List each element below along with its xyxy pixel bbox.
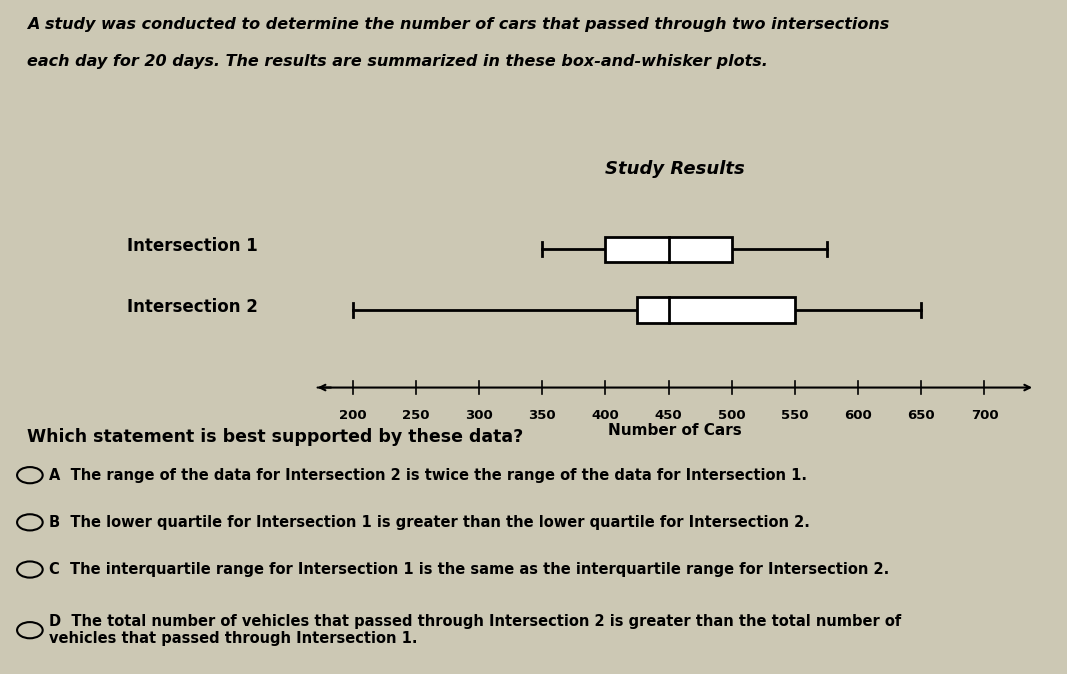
Text: C  The interquartile range for Intersection 1 is the same as the interquartile r: C The interquartile range for Intersecti… bbox=[49, 562, 889, 577]
Text: D  The total number of vehicles that passed through Intersection 2 is greater th: D The total number of vehicles that pass… bbox=[49, 614, 902, 646]
Text: A  The range of the data for Intersection 2 is twice the range of the data for I: A The range of the data for Intersection… bbox=[49, 468, 807, 483]
Text: B  The lower quartile for Intersection 1 is greater than the lower quartile for : B The lower quartile for Intersection 1 … bbox=[49, 515, 810, 530]
X-axis label: Number of Cars: Number of Cars bbox=[608, 423, 742, 438]
Bar bbox=[637, 297, 795, 323]
Text: Intersection 2: Intersection 2 bbox=[127, 298, 257, 315]
Bar bbox=[605, 237, 732, 262]
Text: Study Results: Study Results bbox=[605, 160, 745, 178]
Text: each day for 20 days. The results are summarized in these box-and-whisker plots.: each day for 20 days. The results are su… bbox=[27, 54, 767, 69]
Text: Which statement is best supported by these data?: Which statement is best supported by the… bbox=[27, 428, 523, 446]
Text: A study was conducted to determine the number of cars that passed through two in: A study was conducted to determine the n… bbox=[27, 17, 889, 32]
Text: Intersection 1: Intersection 1 bbox=[127, 237, 257, 255]
